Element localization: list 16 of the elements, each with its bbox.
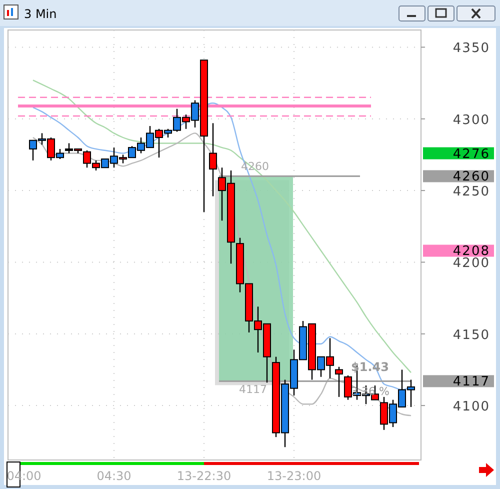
candlestick [209,122,217,197]
candlestick [335,366,343,398]
y-tick-label: 4200 [452,256,490,272]
text: 4260 [452,170,490,185]
y-tick-label: 4300 [452,112,490,128]
chart-title: 3 Min [24,7,57,21]
y-tick-label: 4150 [452,328,490,343]
y-tick-label: 4100 [452,400,490,415]
ref-line-label: 4117 [239,383,267,396]
text: 4276 [452,146,490,162]
text: 4117 [452,374,490,390]
x-tick-label: 13-22:30 [176,469,232,483]
y-tick-label: 4250 [452,184,490,200]
x-tick-label: 13-23:00 [266,469,322,483]
x-tick-label: 04:30 [96,469,132,483]
y-tick-label: 4350 [452,41,490,56]
